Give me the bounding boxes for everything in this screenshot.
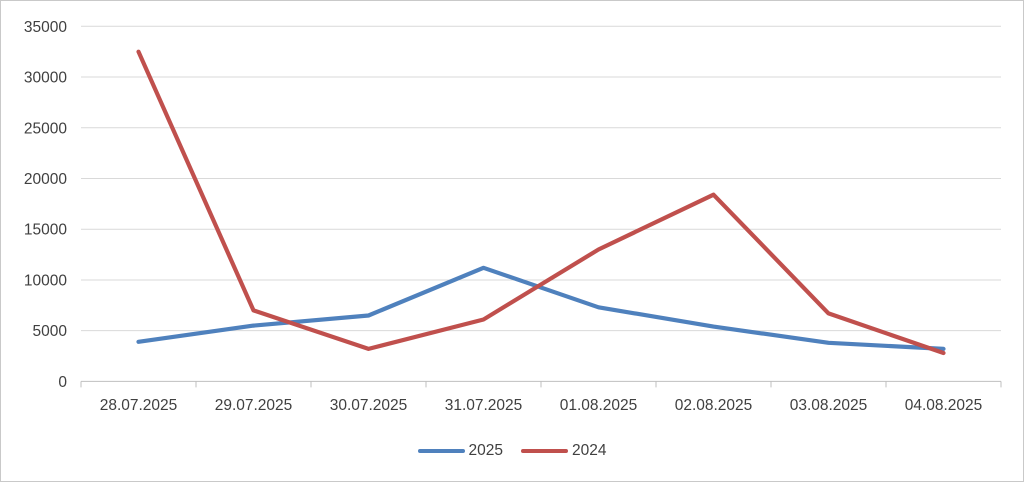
- y-axis-label: 25000: [24, 120, 67, 137]
- x-axis-label: 29.07.2025: [215, 397, 293, 414]
- legend-item-2024[interactable]: 2024: [521, 442, 606, 460]
- legend-label-2024: 2024: [572, 442, 607, 459]
- legend-line-swatch-2024: [521, 448, 568, 454]
- legend-item-2025[interactable]: 2025: [417, 442, 503, 460]
- y-axis-label: 10000: [24, 272, 67, 289]
- x-axis-label: 30.07.2025: [330, 397, 408, 414]
- legend-label-2025: 2025: [468, 442, 503, 459]
- y-axis-label: 20000: [24, 171, 67, 188]
- y-axis-label: 35000: [24, 19, 67, 36]
- legend: 2025 2024: [1, 441, 1023, 461]
- series-line-2025[interactable]: [136, 265, 946, 351]
- x-axis-label: 04.08.2025: [905, 397, 983, 414]
- y-axis-label: 15000: [24, 222, 67, 239]
- x-axis-label: 03.08.2025: [790, 397, 868, 414]
- legend-line-swatch-2025: [417, 448, 465, 454]
- y-axis-label: 30000: [24, 70, 67, 87]
- y-axis-label: 5000: [33, 323, 68, 340]
- x-axis-label: 01.08.2025: [560, 397, 638, 414]
- x-axis-label: 02.08.2025: [675, 397, 753, 414]
- x-axis-label: 28.07.2025: [100, 397, 178, 414]
- y-axis-label: 0: [58, 374, 67, 391]
- x-axis-label: 31.07.2025: [445, 397, 523, 414]
- series-line-2024[interactable]: [136, 49, 946, 356]
